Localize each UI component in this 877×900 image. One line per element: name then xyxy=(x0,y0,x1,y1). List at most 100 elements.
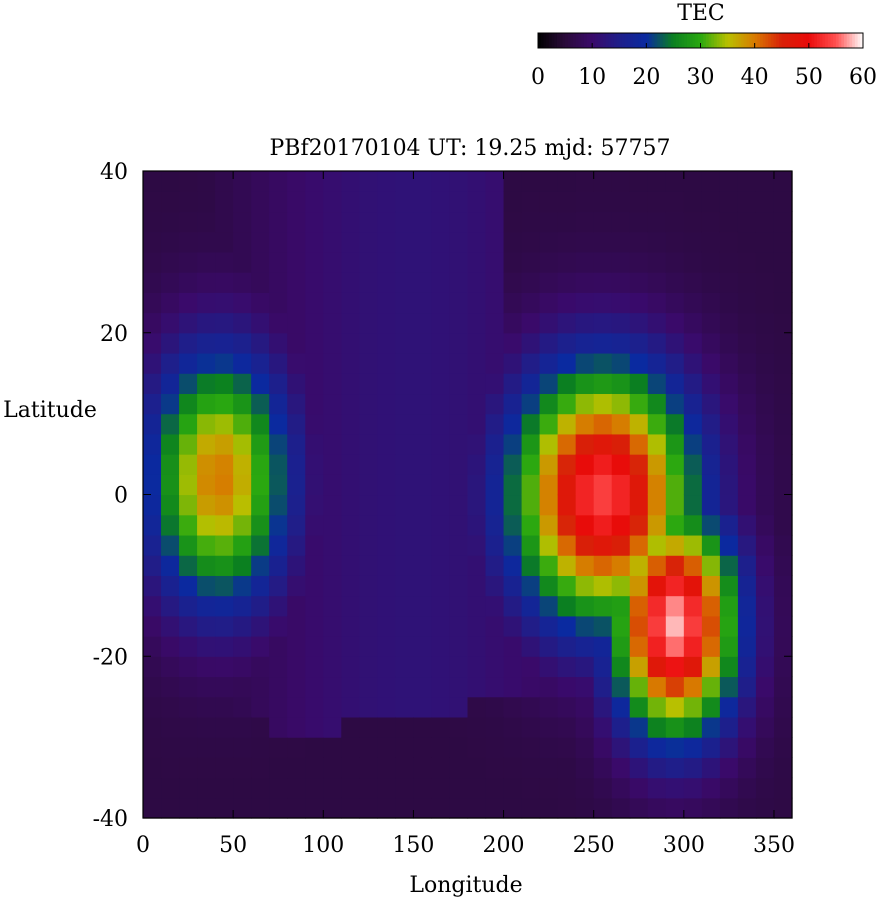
heatmap-cell xyxy=(287,494,306,516)
heatmap-cell xyxy=(719,191,739,213)
heatmap-cell xyxy=(467,797,487,819)
heatmap-cell xyxy=(773,393,793,415)
heatmap-cell xyxy=(737,251,757,273)
colorbar-segment xyxy=(700,33,704,48)
heatmap-cell xyxy=(449,211,469,233)
colorbar-segment xyxy=(695,33,699,48)
heatmap-cell xyxy=(431,191,451,213)
colorbar-segment xyxy=(619,33,623,48)
heatmap-cell xyxy=(323,555,342,576)
heatmap-cell xyxy=(737,777,757,799)
colorbar-segment xyxy=(597,33,601,48)
heatmap-cell xyxy=(233,595,252,617)
heatmap-cell xyxy=(143,474,162,496)
heatmap-cell xyxy=(377,696,396,718)
heatmap-cell xyxy=(449,716,469,738)
heatmap-cell xyxy=(197,534,216,556)
heatmap-cell xyxy=(773,534,793,556)
heatmap-cell xyxy=(431,555,451,576)
heatmap-cell xyxy=(701,171,721,192)
heatmap-cell xyxy=(377,272,396,293)
heatmap-cell xyxy=(485,514,505,536)
heatmap-cell xyxy=(593,433,613,455)
heatmap-cell xyxy=(503,191,523,213)
heatmap-cell xyxy=(683,636,703,657)
heatmap-cell xyxy=(323,676,342,698)
heatmap-cell xyxy=(647,676,667,698)
heatmap-cell xyxy=(647,757,667,779)
heatmap-cell xyxy=(431,716,451,738)
heatmap-cell xyxy=(647,534,667,556)
heatmap-cell xyxy=(485,272,505,293)
heatmap-cell xyxy=(197,676,216,698)
heatmap-cell xyxy=(467,171,487,192)
heatmap-cell xyxy=(575,433,595,455)
heatmap-cell xyxy=(737,757,757,779)
x-tick-label: 0 xyxy=(136,833,150,858)
heatmap-cell xyxy=(413,251,433,273)
heatmap-cell xyxy=(647,474,667,496)
heatmap-cell xyxy=(413,595,433,617)
heatmap-cell xyxy=(719,575,739,597)
heatmap-cell xyxy=(251,474,270,496)
heatmap-cell xyxy=(143,615,162,637)
heatmap-cell xyxy=(773,211,793,233)
heatmap-cell xyxy=(737,737,757,758)
colorbar-segment xyxy=(538,33,542,48)
heatmap-cell xyxy=(521,312,541,334)
colorbar-segment xyxy=(724,33,729,48)
heatmap-cell xyxy=(467,272,487,293)
heatmap-cell xyxy=(323,716,342,738)
heatmap-cell xyxy=(539,332,559,354)
heatmap-cell xyxy=(665,797,685,819)
heatmap-cell xyxy=(161,757,180,779)
heatmap-cell xyxy=(647,716,667,738)
colorbar-segment xyxy=(643,33,647,48)
heatmap-cell xyxy=(395,272,415,293)
heatmap-cell xyxy=(557,534,577,556)
heatmap-cell xyxy=(431,656,451,678)
heatmap-cell xyxy=(755,352,775,374)
heatmap-cell xyxy=(431,534,451,556)
heatmap-cell xyxy=(359,696,378,718)
heatmap-cell xyxy=(557,737,577,758)
axis-ticks xyxy=(142,170,792,819)
heatmap-cell xyxy=(719,757,739,779)
colorbar-segment xyxy=(586,33,590,48)
heatmap-cell xyxy=(737,231,757,253)
heatmap-cell xyxy=(359,757,378,779)
heatmap-cell xyxy=(179,373,198,395)
heatmap-cell xyxy=(359,534,378,556)
heatmap-cell xyxy=(521,595,541,617)
heatmap-cell xyxy=(359,352,378,374)
colorbar-segment xyxy=(570,33,574,48)
heatmap-cell xyxy=(413,413,433,435)
heatmap-cell xyxy=(269,312,288,334)
heatmap-cell xyxy=(161,777,180,799)
heatmap-cell xyxy=(251,575,270,597)
colorbar-segment xyxy=(546,33,550,48)
heatmap-cell xyxy=(647,777,667,799)
heatmap-cell xyxy=(251,433,270,455)
heatmap-cell xyxy=(521,171,541,192)
heatmap-cell xyxy=(557,555,577,576)
heatmap-cell xyxy=(701,737,721,758)
heatmap-cell xyxy=(557,514,577,536)
heatmap-cell xyxy=(575,272,595,293)
heatmap-cell xyxy=(269,352,288,374)
heatmap-cell xyxy=(215,454,234,475)
heatmap-cell xyxy=(449,555,469,576)
heatmap-cell xyxy=(503,696,523,718)
heatmap-cell xyxy=(287,292,306,314)
colorbar-segment xyxy=(651,33,655,48)
heatmap-cell xyxy=(701,393,721,415)
heatmap-cell xyxy=(683,696,703,718)
heatmap-cell xyxy=(305,474,324,496)
heatmap-cell xyxy=(611,737,631,758)
heatmap-cell xyxy=(143,211,162,233)
heatmap-cell xyxy=(719,312,739,334)
heatmap-cell xyxy=(395,474,415,496)
colorbar-segment xyxy=(811,33,815,48)
heatmap-cell xyxy=(755,797,775,819)
heatmap-cell xyxy=(485,373,505,395)
